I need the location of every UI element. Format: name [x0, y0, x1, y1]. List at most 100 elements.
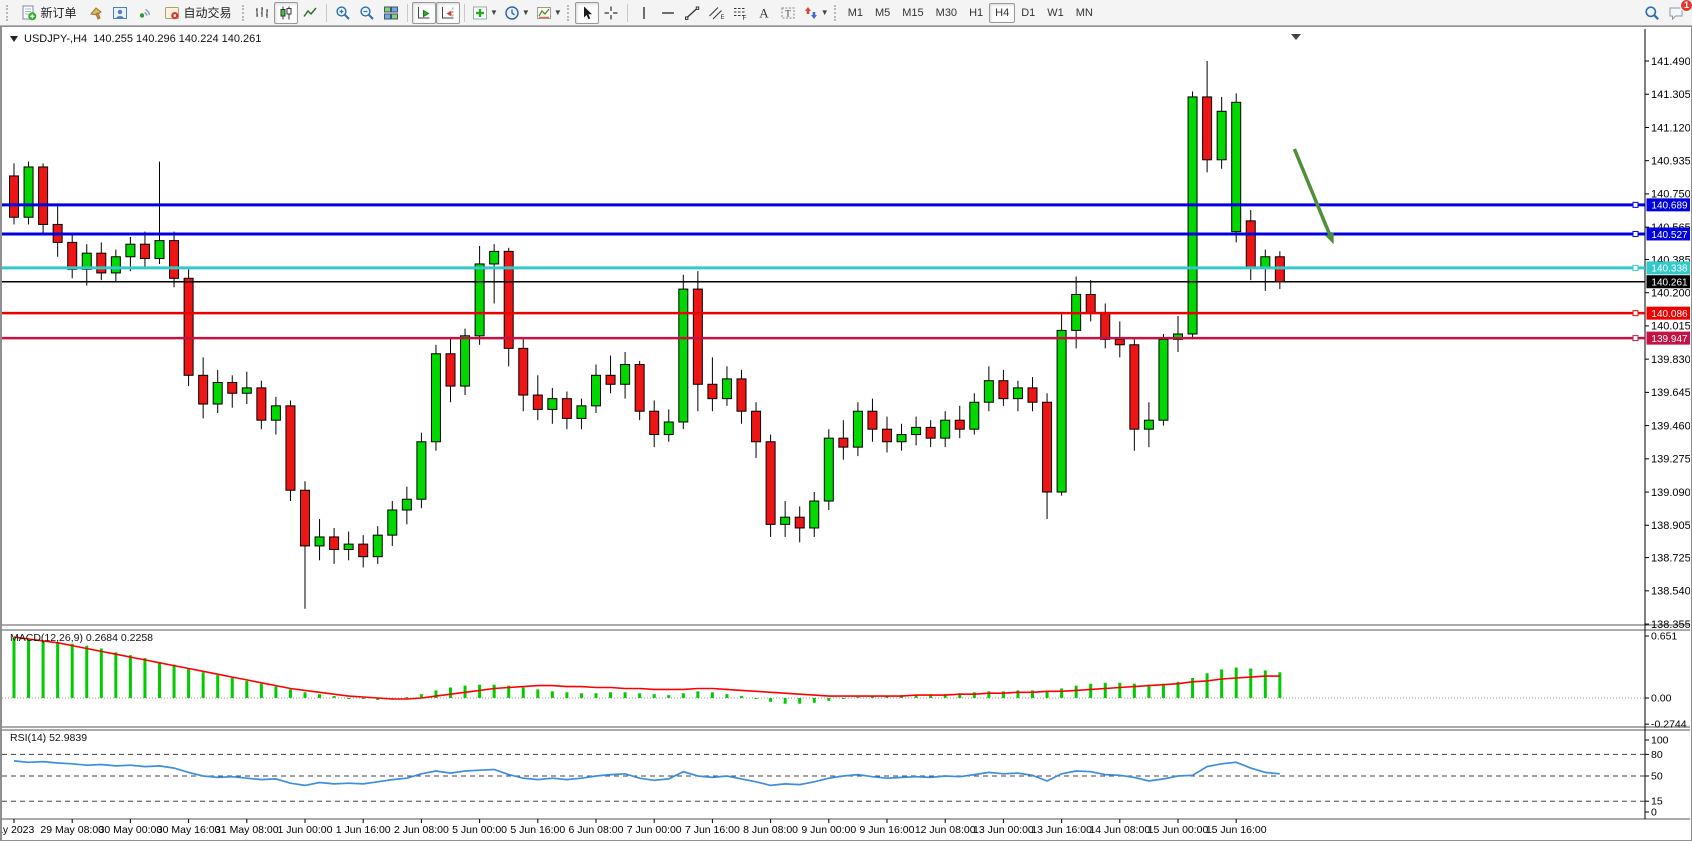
bar-chart-button[interactable]: [250, 2, 274, 24]
candles: [9, 61, 1285, 609]
toolbar-drag-handle[interactable]: [566, 4, 571, 21]
svg-text:5 Jun 16:00: 5 Jun 16:00: [510, 824, 565, 836]
search-button[interactable]: [1640, 2, 1664, 24]
signals-icon: [139, 8, 151, 18]
auto-scroll-button[interactable]: [412, 1, 436, 24]
svg-text:80: 80: [1651, 749, 1663, 761]
cursor-button[interactable]: [574, 1, 599, 24]
equidistant-channel-icon: E: [708, 6, 724, 21]
chart-shift-button[interactable]: [436, 1, 460, 24]
svg-text:141.305: 141.305: [1651, 89, 1690, 101]
chart-title[interactable]: USDJPY-,H4 140.255 140.296 140.224 140.2…: [10, 33, 261, 45]
svg-text:30 May 16:00: 30 May 16:00: [157, 824, 221, 836]
trendline-button[interactable]: [680, 2, 704, 24]
svg-text:13 Jun 00:00: 13 Jun 00:00: [973, 824, 1034, 836]
candlestick-chart-button[interactable]: [274, 1, 298, 24]
tf-button-m30[interactable]: M30: [930, 3, 963, 23]
chart-shift-icon: [442, 6, 454, 18]
equidistant-channel-button[interactable]: E: [704, 2, 728, 24]
svg-text:14 Jun 08:00: 14 Jun 08:00: [1089, 824, 1150, 836]
svg-text:140.015: 140.015: [1651, 321, 1690, 333]
svg-text:29 May 08:00: 29 May 08:00: [40, 824, 104, 836]
arrow-shapes-button[interactable]: ▼: [800, 2, 832, 24]
new-order-icon: [22, 5, 37, 20]
svg-text:141.490: 141.490: [1651, 56, 1690, 68]
fibonacci-button[interactable]: F: [728, 2, 752, 24]
auto-trading-icon: [165, 6, 180, 19]
notifications-button[interactable]: 1: [1664, 0, 1692, 24]
svg-text:15 Jun 00:00: 15 Jun 00:00: [1148, 824, 1209, 836]
vertical-line-button[interactable]: [632, 2, 656, 24]
tf-button-h4[interactable]: H4: [989, 2, 1016, 23]
rsi-indicator-label: RSI(14) 52.9839: [10, 732, 88, 744]
svg-text:138.540: 138.540: [1651, 586, 1690, 598]
horizontal-line-button[interactable]: [656, 2, 680, 24]
svg-text:140.200: 140.200: [1651, 287, 1690, 299]
annotation-arrow: [1292, 148, 1332, 235]
horizontal-lines: [2, 201, 1645, 342]
svg-text:138.905: 138.905: [1651, 520, 1690, 532]
tf-button-m1[interactable]: M1: [842, 3, 869, 23]
tf-button-m5[interactable]: M5: [869, 3, 896, 23]
new-order-button[interactable]: 新订单: [14, 2, 84, 24]
line-chart-icon: [303, 7, 317, 17]
svg-text:140.086: 140.086: [1651, 309, 1688, 320]
chart-window: USDJPY-,H4 140.255 140.296 140.224 140.2…: [0, 26, 1692, 841]
new-order-label: 新订单: [40, 6, 77, 20]
zoom-in-button[interactable]: [331, 2, 355, 24]
profile-icon: [113, 6, 127, 19]
svg-text:0.651: 0.651: [1651, 631, 1677, 643]
auto-trading-button[interactable]: 自动交易: [156, 2, 240, 24]
macd-indicator-label: MACD(12,26,9) 0.2684 0.2258: [10, 632, 154, 644]
templates-button[interactable]: ▼: [533, 2, 565, 24]
svg-text:0: 0: [1651, 807, 1657, 819]
svg-text:26 May 2023: 26 May 2023: [2, 824, 35, 836]
toolbar-drag-handle[interactable]: [242, 4, 246, 21]
tile-windows-button[interactable]: [379, 2, 403, 24]
svg-text:139.460: 139.460: [1651, 420, 1690, 432]
tf-button-d1[interactable]: D1: [1015, 3, 1041, 23]
svg-text:13 Jun 16:00: 13 Jun 16:00: [1031, 824, 1092, 836]
tf-button-h1[interactable]: H1: [963, 3, 989, 23]
toolbar-drag-handle[interactable]: [833, 4, 838, 21]
add-indicator-button[interactable]: ▼: [469, 2, 501, 24]
text-button[interactable]: A: [752, 2, 776, 24]
svg-text:139.645: 139.645: [1651, 387, 1690, 399]
svg-text:140.689: 140.689: [1651, 201, 1688, 212]
svg-text:139.275: 139.275: [1651, 454, 1690, 466]
fibonacci-icon: F: [733, 7, 746, 21]
profile-button[interactable]: [108, 2, 132, 24]
svg-text:140.527: 140.527: [1651, 230, 1688, 241]
svg-text:9 Jun 00:00: 9 Jun 00:00: [801, 824, 856, 836]
periods-button[interactable]: ▼: [501, 2, 533, 24]
dropdown-caret-icon: ▼: [521, 8, 530, 17]
crosshair-button[interactable]: [599, 2, 623, 24]
rsi-line: [13, 760, 1280, 787]
signals-button[interactable]: [132, 2, 156, 24]
periods-icon: [505, 5, 519, 20]
styler-button[interactable]: [84, 2, 108, 24]
svg-text:15 Jun 16:00: 15 Jun 16:00: [1206, 824, 1267, 836]
chart-canvas[interactable]: 141.490 141.305 141.120 140.935 140.750 140.5…: [2, 27, 1690, 840]
svg-text:-0.2744: -0.2744: [1651, 719, 1687, 731]
svg-text:141.120: 141.120: [1651, 122, 1690, 134]
tile-windows-icon: [384, 6, 398, 19]
vertical-line-icon: [643, 6, 645, 19]
collapse-triangle-icon[interactable]: [10, 36, 18, 42]
zoom-out-button[interactable]: [355, 2, 379, 24]
svg-text:6 Jun 08:00: 6 Jun 08:00: [569, 824, 624, 836]
text-label-button[interactable]: T: [776, 2, 800, 24]
svg-text:7 Jun 16:00: 7 Jun 16:00: [685, 824, 740, 836]
svg-text:5 Jun 00:00: 5 Jun 00:00: [452, 824, 507, 836]
line-chart-button[interactable]: [298, 2, 322, 24]
tf-button-m15[interactable]: M15: [896, 3, 929, 23]
toolbar-drag-handle[interactable]: [6, 4, 10, 21]
shift-marker-icon: [1291, 34, 1301, 40]
tf-button-mn[interactable]: MN: [1070, 3, 1099, 23]
bar-chart-icon: [256, 6, 268, 18]
zoom-in-icon: [336, 5, 350, 20]
crosshair-icon: [604, 6, 618, 19]
macd-signal-line: [13, 636, 1280, 700]
tf-button-w1[interactable]: W1: [1041, 3, 1070, 23]
horizontal-line-icon: [661, 11, 674, 14]
